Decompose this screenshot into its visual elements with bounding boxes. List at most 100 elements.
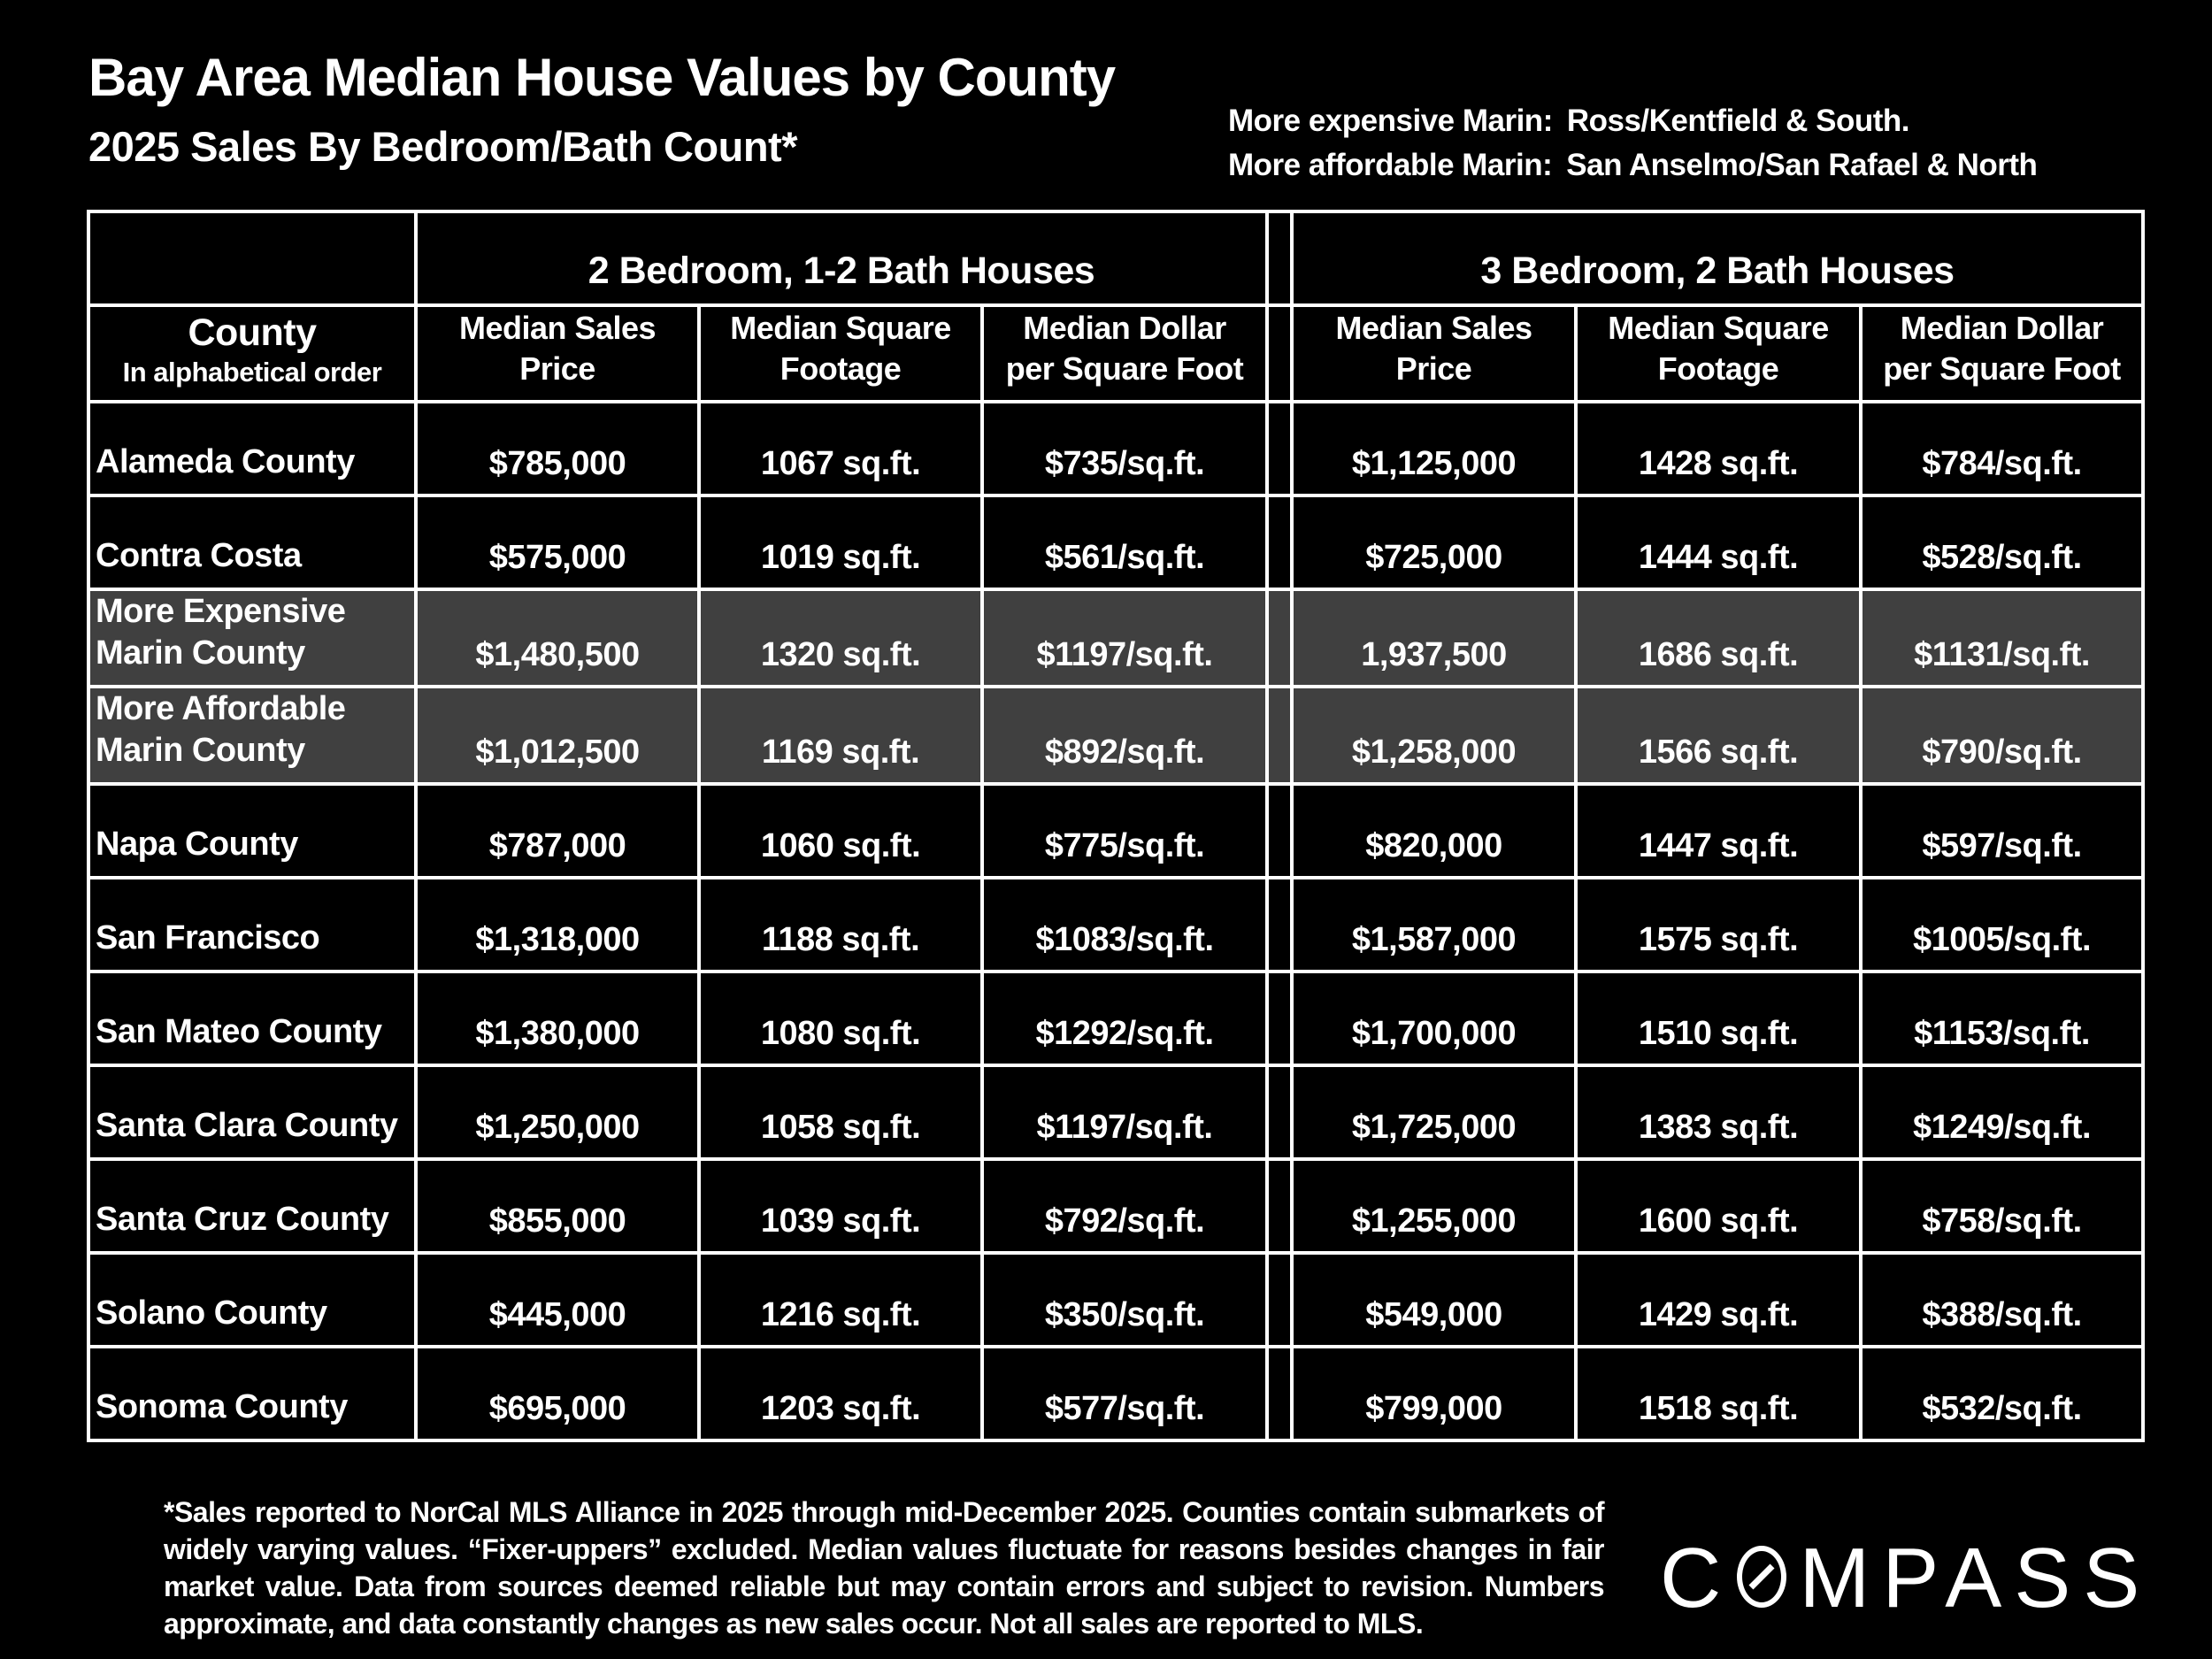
value-cell-2bed: $1,318,000 <box>414 876 701 973</box>
value-cell-3bed: 1383 sq.ft. <box>1574 1064 1863 1161</box>
county-cell: Santa Clara County <box>87 1064 418 1161</box>
value-cell-3bed: $388/sq.ft. <box>1858 1251 2146 1348</box>
value-cell-2bed: $1292/sq.ft. <box>980 970 1269 1067</box>
value-cell-2bed: 1216 sq.ft. <box>697 1251 984 1348</box>
table-row: More Expensive Marin County $1,480,500 132… <box>87 588 2146 688</box>
county-cell: San Mateo County <box>87 970 418 1067</box>
value-cell-2bed: $1,012,500 <box>414 685 701 786</box>
col-header-dollar-3bed: Median Dollar per Square Foot <box>1858 303 2146 403</box>
col-header-sqft-3bed: Median Square Footage <box>1574 303 1863 403</box>
value-cell-3bed: $1,700,000 <box>1290 970 1578 1067</box>
table-row: More Affordable Marin County $1,012,500 11… <box>87 685 2146 786</box>
value-cell-2bed: 1058 sq.ft. <box>697 1064 984 1161</box>
value-cell-2bed: $787,000 <box>414 782 701 879</box>
value-cell-2bed: $892/sq.ft. <box>980 685 1269 786</box>
marin-note-affordable: More affordable Marin: San Anselmo/San Ra… <box>1228 143 2038 188</box>
value-cell-3bed: $1249/sq.ft. <box>1858 1064 2146 1161</box>
value-cell-3bed: $1,587,000 <box>1290 876 1578 973</box>
value-cell-3bed: $1131/sq.ft. <box>1858 588 2146 688</box>
gap-cell <box>1265 782 1294 879</box>
table-row: Contra Costa $575,000 1019 sq.ft. $561/sq.f… <box>87 494 2146 591</box>
value-cell-2bed: $350/sq.ft. <box>980 1251 1269 1348</box>
value-cell-2bed: $735/sq.ft. <box>980 400 1269 497</box>
value-cell-3bed: 1429 sq.ft. <box>1574 1251 1863 1348</box>
col-header-sales-3bed: Median Sales Price <box>1290 303 1578 403</box>
county-cell: More Expensive Marin County <box>87 588 418 688</box>
page-subtitle: 2025 Sales By Bedroom/Bath Count* <box>88 123 798 170</box>
value-cell-2bed: $792/sq.ft. <box>980 1157 1269 1255</box>
value-cell-2bed: $1197/sq.ft. <box>980 588 1269 688</box>
gap-cell <box>1265 1157 1294 1255</box>
gap-cell <box>1265 210 1294 307</box>
table-row: Solano County $445,000 1216 sq.ft. $350/sq.… <box>87 1251 2146 1348</box>
marin-notes: More expensive Marin: Ross/Kentfield & So… <box>1228 99 2038 188</box>
county-cell: Napa County <box>87 782 418 879</box>
table-body: Alameda County $785,000 1067 sq.ft. $735/sq… <box>87 400 2146 1442</box>
table-row: San Mateo County $1,380,000 1080 sq.ft. $12… <box>87 970 2146 1067</box>
value-cell-3bed: 1,937,500 <box>1290 588 1578 688</box>
value-cell-2bed: $1083/sq.ft. <box>980 876 1269 973</box>
table-row: Alameda County $785,000 1067 sq.ft. $735/sq… <box>87 400 2146 497</box>
group-header-3bed: 3 Bedroom, 2 Bath Houses <box>1289 210 2146 307</box>
gap-cell <box>1265 303 1294 403</box>
table-row: Santa Clara County $1,250,000 1058 sq.ft. $… <box>87 1064 2146 1161</box>
compass-logo: C MPASS <box>1660 1536 2152 1621</box>
col-header-dollar-2bed: Median Dollar per Square Foot <box>980 303 1269 403</box>
value-cell-2bed: 1067 sq.ft. <box>697 400 984 497</box>
value-cell-3bed: $1153/sq.ft. <box>1858 970 2146 1067</box>
county-cell: Contra Costa <box>87 494 418 591</box>
marin-note-expensive-value: Ross/Kentfield & South. <box>1566 104 1910 138</box>
county-cell: Santa Cruz County <box>87 1157 418 1255</box>
county-cell: More Affordable Marin County <box>87 685 418 786</box>
value-cell-3bed: $1005/sq.ft. <box>1858 876 2146 973</box>
header: Bay Area Median House Values by County 2… <box>88 46 1116 172</box>
value-cell-3bed: 1566 sq.ft. <box>1574 685 1863 786</box>
marin-note-expensive-label: More expensive Marin: <box>1228 104 1553 138</box>
county-cell: Solano County <box>87 1251 418 1348</box>
value-cell-2bed: $855,000 <box>414 1157 701 1255</box>
value-cell-2bed: 1080 sq.ft. <box>697 970 984 1067</box>
value-cell-2bed: $785,000 <box>414 400 701 497</box>
values-table-wrap: 2 Bedroom, 1-2 Bath Houses 3 Bedroom, 2 … <box>87 210 2146 1442</box>
value-cell-3bed: $1,258,000 <box>1290 685 1578 786</box>
gap-cell <box>1265 494 1294 591</box>
value-cell-2bed: 1019 sq.ft. <box>697 494 984 591</box>
value-cell-3bed: $1,125,000 <box>1290 400 1578 497</box>
gap-cell <box>1265 1064 1294 1161</box>
value-cell-2bed: 1039 sq.ft. <box>697 1157 984 1255</box>
value-cell-2bed: 1320 sq.ft. <box>697 588 984 688</box>
value-cell-2bed: $1,480,500 <box>414 588 701 688</box>
table-row: Santa Cruz County $855,000 1039 sq.ft. $792… <box>87 1157 2146 1255</box>
logo-letters-mpass: MPASS <box>1799 1531 2153 1625</box>
value-cell-3bed: 1447 sq.ft. <box>1574 782 1863 879</box>
gap-cell <box>1265 400 1294 497</box>
value-cell-3bed: 1444 sq.ft. <box>1574 494 1863 591</box>
table-row: San Francisco $1,318,000 1188 sq.ft. $1083/… <box>87 876 2146 973</box>
gap-cell <box>1265 685 1294 786</box>
value-cell-3bed: $597/sq.ft. <box>1858 782 2146 879</box>
county-cell: San Francisco <box>87 876 418 973</box>
col-header-sqft-2bed: Median Square Footage <box>697 303 984 403</box>
value-cell-2bed: $445,000 <box>414 1251 701 1348</box>
marin-note-affordable-value: San Anselmo/San Rafael & North <box>1566 148 2038 182</box>
gap-cell <box>1265 1251 1294 1348</box>
value-cell-2bed: 1169 sq.ft. <box>697 685 984 786</box>
page-title: Bay Area Median House Values by County <box>88 48 1116 107</box>
gap-cell <box>1265 970 1294 1067</box>
group-header-row: 2 Bedroom, 1-2 Bath Houses 3 Bedroom, 2 … <box>87 210 2146 307</box>
table-corner-cell <box>87 210 418 307</box>
value-cell-2bed: 1188 sq.ft. <box>697 876 984 973</box>
value-cell-2bed: $561/sq.ft. <box>980 494 1269 591</box>
value-cell-2bed: $577/sq.ft. <box>980 1345 1269 1442</box>
table-row: Sonoma County $695,000 1203 sq.ft. $577/sq.… <box>87 1345 2146 1442</box>
footnote: *Sales reported to NorCal MLS Alliance i… <box>164 1496 1605 1640</box>
value-cell-3bed: $790/sq.ft. <box>1858 685 2146 786</box>
value-cell-2bed: $775/sq.ft. <box>980 782 1269 879</box>
col-header-sales-2bed: Median Sales Price <box>414 303 701 403</box>
value-cell-3bed: $725,000 <box>1290 494 1578 591</box>
gap-cell <box>1265 588 1294 688</box>
value-cell-3bed: $784/sq.ft. <box>1858 400 2146 497</box>
marin-note-expensive: More expensive Marin: Ross/Kentfield & So… <box>1228 99 2037 143</box>
value-cell-2bed: $575,000 <box>414 494 701 591</box>
